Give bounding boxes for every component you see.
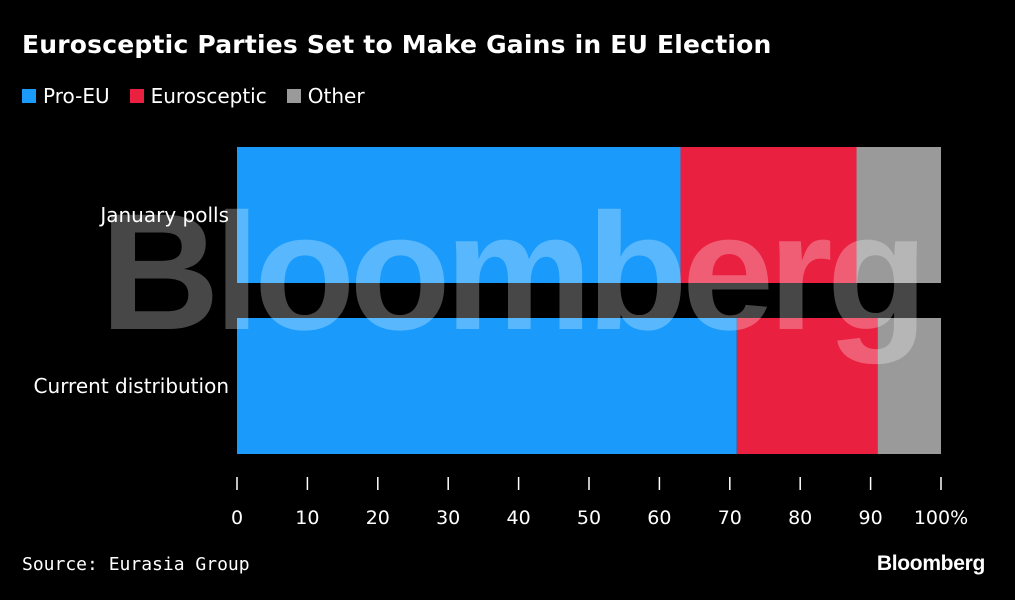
legend-label-eurosceptic: Eurosceptic [150,84,267,108]
bar-current-distribution-other [877,318,941,454]
x-tick-label-0: 0 [231,507,243,529]
bar-current-distribution-eurosceptic [736,318,878,454]
legend-swatch-eurosceptic [129,89,144,103]
category-label-current-distribution: Current distribution [34,374,229,398]
x-tick-label-10: 10 [295,507,319,529]
x-tick-label-100: 100% [914,507,968,529]
chart-title: Eurosceptic Parties Set to Make Gains in… [22,30,772,59]
x-tick-label-90: 90 [859,507,883,529]
x-tick-label-60: 60 [647,507,671,529]
x-tick-label-80: 80 [788,507,812,529]
legend-label-other: Other [307,84,365,108]
source-note: Source: Eurasia Group [22,554,250,575]
legend-item-eurosceptic: Eurosceptic [129,84,267,108]
x-tick-label-20: 20 [366,507,390,529]
bloomberg-logo: Bloomberg [876,552,985,575]
x-tick-label-40: 40 [507,507,531,529]
legend-item-other: Other [286,84,365,108]
legend-swatch-other [286,89,301,103]
x-tick-label-30: 30 [436,507,460,529]
x-tick-label-50: 50 [577,507,601,529]
legend-swatch-pro-eu [22,89,36,103]
x-tick-label-70: 70 [718,507,742,529]
category-label-january-polls: January polls [98,203,229,227]
bar-current-distribution-pro-eu [237,318,737,454]
bar-january-polls-other [856,147,941,283]
legend-label-pro-eu: Pro-EU [43,84,110,108]
bar-january-polls-eurosceptic [680,147,857,283]
legend-item-pro-eu: Pro-EU [22,84,110,108]
legend: Pro-EU Eurosceptic Other [22,84,385,108]
bar-january-polls-pro-eu [237,147,681,283]
